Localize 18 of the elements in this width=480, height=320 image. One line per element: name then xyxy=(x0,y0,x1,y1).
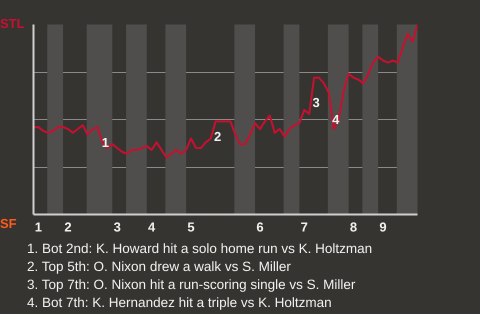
text: 1. Bot 2nd: K. Howard hit a solo home run vs K. Holtzman xyxy=(27,240,372,258)
x-tick-label: 8 xyxy=(350,220,358,234)
text: 2. Top 5th: O. Nixon drew a walk vs S. Miller xyxy=(27,258,292,276)
annotation: 4 xyxy=(332,112,340,127)
x-tick-label: 3 xyxy=(114,220,121,234)
text: 3. Top 7th: O. Nixon hit a run-scoring single vs S. Miller xyxy=(27,276,356,294)
x-tick-label: 5 xyxy=(187,220,195,234)
text: STL xyxy=(0,15,25,33)
text: SF xyxy=(0,215,17,233)
x-tick-label: 6 xyxy=(256,220,264,234)
x-tick-label: 9 xyxy=(379,220,387,234)
x-tick-label: 1 xyxy=(34,220,42,234)
annotation: 3 xyxy=(312,94,320,110)
x-tick-label: 2 xyxy=(64,220,72,234)
text: 4. Bot 7th: K. Hernandez hit a triple vs K. Holtzman xyxy=(27,294,333,312)
x-tick-label: 4 xyxy=(148,220,156,234)
annotation: 2 xyxy=(214,129,222,144)
x-tick-label: 7 xyxy=(300,220,308,234)
